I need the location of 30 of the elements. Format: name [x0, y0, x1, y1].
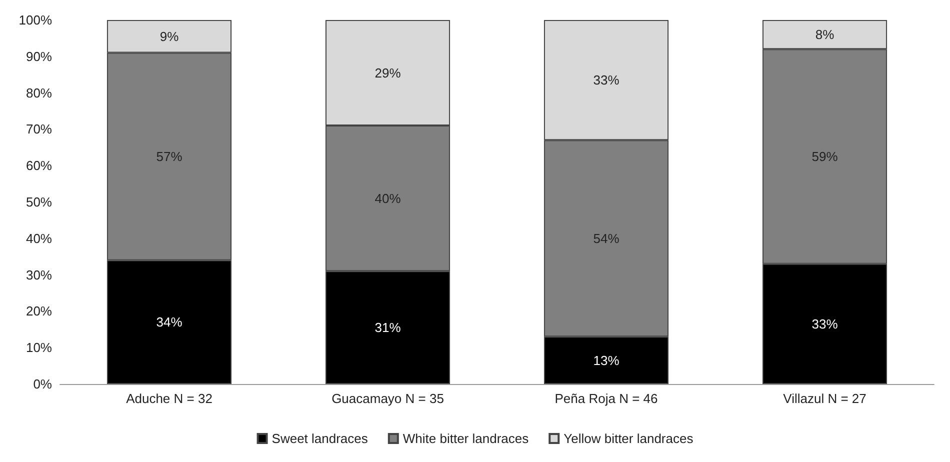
y-tick-label: 40% [26, 230, 52, 246]
data-label: 40% [374, 190, 402, 206]
x-tick-label: Guacamayo N = 35 [332, 391, 444, 406]
y-tick-label: 0% [33, 376, 52, 392]
y-tick-label: 50% [26, 194, 52, 210]
data-label: 33% [593, 72, 620, 88]
y-tick-label: 100% [18, 12, 52, 28]
data-label: 31% [374, 320, 402, 336]
y-tick-label: 70% [26, 122, 52, 137]
legend-label: Sweet landraces [272, 431, 368, 446]
data-label: 8% [815, 27, 835, 42]
y-tick-label: 90% [26, 48, 52, 64]
y-tick-label: 80% [26, 85, 52, 100]
data-label: 34% [156, 314, 183, 330]
y-tick-label: 30% [26, 267, 52, 282]
y-tick-label: 20% [26, 304, 52, 319]
data-label: 9% [160, 28, 180, 44]
data-label: 57% [156, 149, 183, 164]
x-tick-label: Peña Roja N = 46 [554, 391, 658, 406]
data-label: 13% [593, 352, 620, 368]
x-tick-label: Villazul N = 27 [783, 391, 866, 406]
data-label: 29% [374, 65, 402, 80]
legend-label: White bitter landraces [402, 431, 530, 446]
data-label: 33% [812, 316, 838, 332]
legend-label: Yellow bitter landraces [564, 431, 694, 446]
y-tick-label: 10% [26, 340, 52, 356]
data-label: 59% [812, 149, 838, 164]
y-tick-label: 60% [26, 158, 52, 174]
x-tick-label: Aduche N = 32 [126, 391, 212, 406]
data-label: 54% [593, 230, 620, 246]
